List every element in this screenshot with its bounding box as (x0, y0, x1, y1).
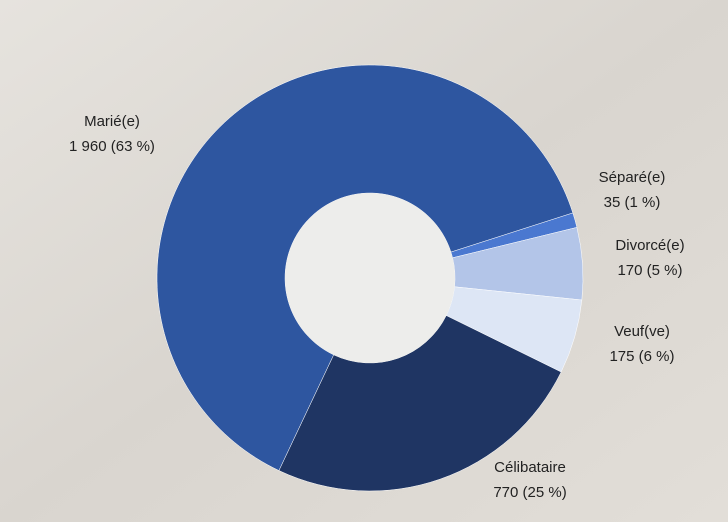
donut-hole (285, 193, 455, 363)
slice-label: Séparé(e) (599, 169, 666, 186)
slice-value-label: 170 (5 %) (617, 262, 682, 279)
slice-value-label: 175 (6 %) (609, 348, 674, 365)
slice-value-label: 1 960 (63 %) (69, 138, 155, 155)
slice-label: Veuf(ve) (614, 323, 670, 340)
slices (156, 64, 584, 492)
labels: Séparé(e) 35 (1 %) Divorcé(e) 170 (5 %) Veuf… (69, 113, 685, 501)
slice-label: Divorcé(e) (615, 237, 684, 254)
slice-value-label: 770 (25 %) (493, 484, 566, 501)
slice-label: Marié(e) (84, 113, 140, 130)
slice-label: Célibataire (494, 459, 566, 476)
slice-value-label: 35 (1 %) (604, 194, 661, 211)
